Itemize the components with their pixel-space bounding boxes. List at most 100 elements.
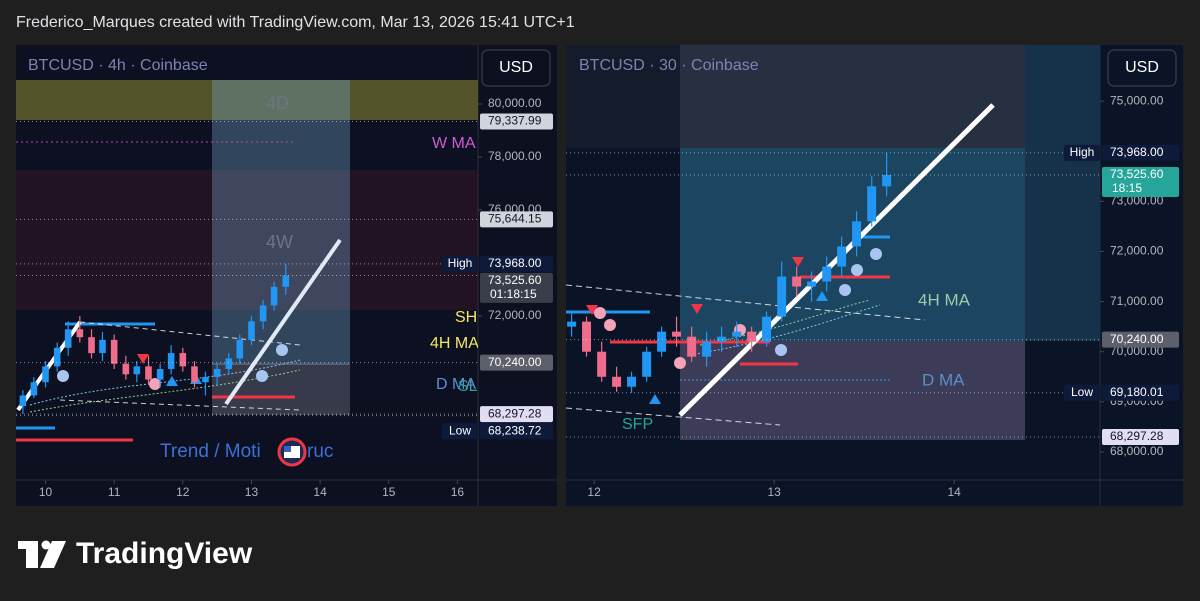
candle-body (259, 305, 267, 322)
currency-button[interactable] (1107, 49, 1177, 87)
candle-body (248, 321, 255, 340)
y-tick-label: 78,000.00 (488, 149, 542, 163)
plot-area: 4H MA D MA SFP (566, 152, 1100, 438)
annotation: 4H MA (430, 335, 479, 352)
price-label-box (1102, 144, 1179, 161)
candle-body (612, 376, 622, 387)
candle-body (597, 351, 607, 377)
y-tick-label: 75,000.00 (1110, 93, 1164, 107)
y-tick-label: 72,000.00 (1110, 244, 1164, 258)
price-label: 70,240.00 (1110, 332, 1164, 346)
candle-body (236, 339, 244, 359)
price-label-box (480, 354, 553, 371)
candle-body (88, 337, 95, 354)
price-label: 73,525.60 (488, 273, 542, 287)
annotation: SFP (622, 416, 653, 433)
price-label: 68,297.28 (488, 406, 542, 420)
candle-body (30, 382, 38, 396)
currency: USD (499, 59, 533, 76)
candle-body (282, 275, 290, 287)
candle-body (642, 351, 652, 377)
candle-body (792, 276, 802, 287)
price-timer: 01:18:15 (490, 287, 537, 301)
candle-body (747, 331, 757, 342)
brand: TradingView (76, 537, 253, 570)
annotation: Trend / Moti (160, 441, 261, 462)
candle-body (122, 363, 130, 375)
y-tick-label: 72,000.00 (488, 308, 542, 322)
price-label: 68,238.72 (488, 423, 542, 437)
price-label-box (480, 255, 553, 272)
price-label-box (480, 423, 553, 440)
candle-body (702, 341, 712, 357)
annotation: 4W (266, 232, 293, 252)
candle-body (179, 353, 187, 367)
y-tick-label: 80,000.00 (488, 96, 542, 110)
decorations (566, 45, 1100, 440)
candle-body (64, 329, 72, 348)
header-text: Frederico_Marques created with TradingVi… (16, 14, 575, 31)
candle-body (167, 353, 175, 369)
price-label-box (1102, 331, 1179, 348)
candle-body (867, 186, 877, 222)
chart-title: BTCUSD · 4h · Coinbase (28, 57, 208, 74)
x-tick-label: 15 (382, 485, 396, 499)
price-label: 75,644.15 (488, 212, 542, 226)
price-label-box (1102, 429, 1179, 446)
logo (18, 540, 66, 568)
price-label: 70,240.00 (488, 355, 542, 369)
candle-body (42, 366, 49, 383)
x-tick-label: 11 (108, 485, 121, 499)
price-label: 73,968.00 (488, 256, 542, 270)
price-tag-box (1064, 144, 1100, 161)
candle-body (717, 336, 727, 342)
candle-body (225, 358, 233, 369)
price-tag-box (442, 423, 478, 440)
candle-body (672, 331, 682, 337)
price-tag-box (442, 255, 478, 272)
annotation: 4H MA (918, 290, 971, 309)
candle-body (807, 281, 817, 287)
annotation: W MA (432, 135, 476, 152)
price-label-box (480, 211, 553, 228)
candle-body (687, 336, 697, 357)
price-tag: Low (1071, 385, 1093, 399)
annotation: SL (458, 378, 478, 395)
x-tick-label: 13 (767, 485, 781, 499)
candle-body (99, 339, 106, 354)
annotation: D MA (922, 370, 965, 389)
price-label: 69,180.01 (1110, 385, 1164, 399)
candle-body (213, 368, 221, 377)
x-tick-label: 14 (947, 485, 961, 499)
candle-body (19, 395, 27, 407)
price-label-box (1102, 384, 1179, 401)
candle-body (76, 329, 84, 338)
price-tag: High (1070, 145, 1095, 159)
chart-title: BTCUSD · 30 · Coinbase (579, 57, 759, 74)
candle-body (582, 321, 592, 352)
decorations (16, 80, 478, 467)
candle-body (882, 175, 892, 187)
candle-body (270, 286, 278, 306)
price-tag-box (1064, 384, 1100, 401)
price-label-box (480, 406, 553, 423)
price-label-box (1102, 167, 1179, 198)
annotation: 4D (266, 93, 289, 113)
x-tick-label: 12 (176, 485, 190, 499)
candle-body (822, 266, 832, 282)
candle-body (762, 316, 772, 342)
candle-body (837, 246, 847, 267)
annotation: ruc (307, 441, 333, 462)
price-label: 73,525.60 (1110, 167, 1164, 181)
candle-body (145, 366, 152, 380)
currency-button[interactable] (481, 49, 551, 87)
x-tick-label: 13 (245, 485, 259, 499)
price-label: 79,337.99 (488, 114, 542, 128)
y-tick-label: 71,000.00 (1110, 294, 1164, 308)
candle-body (732, 331, 742, 337)
candle-body (53, 347, 61, 367)
candle-body (133, 366, 141, 375)
x-tick-label: 14 (313, 485, 327, 499)
